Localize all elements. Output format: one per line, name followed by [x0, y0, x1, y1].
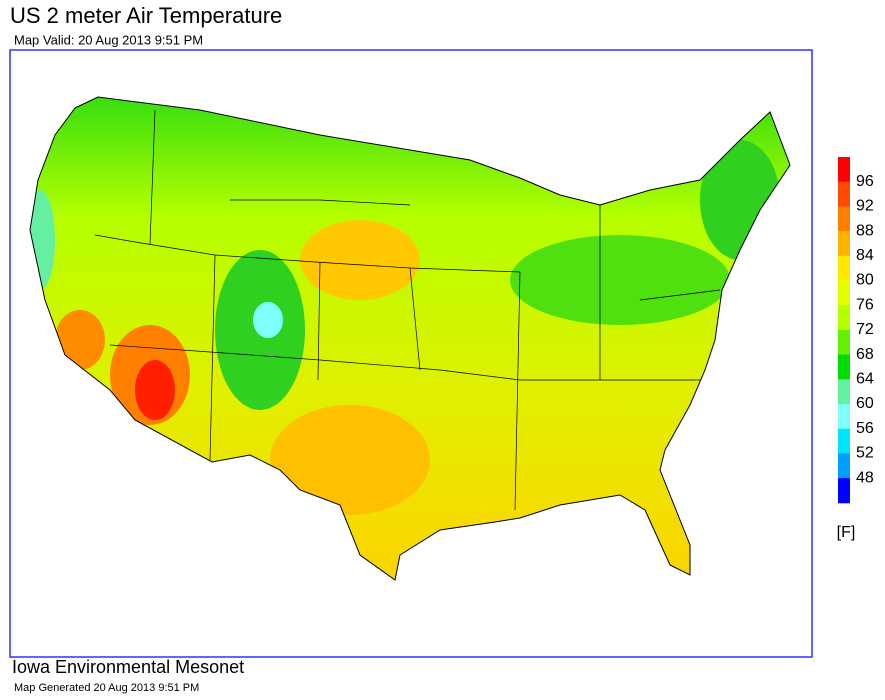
legend-label: 80 [856, 272, 874, 289]
legend-swatch [838, 305, 850, 331]
legend-label: 52 [856, 445, 874, 462]
state-borders [94, 109, 721, 511]
hot-area [55, 310, 105, 370]
legend-swatch [838, 428, 850, 454]
warm-area [300, 220, 420, 300]
legend-label: 68 [856, 346, 874, 363]
hot-area [135, 360, 175, 420]
legend-unit: [F] [837, 524, 856, 541]
legend-swatch [838, 157, 850, 183]
legend-swatch [838, 206, 850, 232]
legend-swatch [838, 255, 850, 281]
legend-label: 48 [856, 469, 874, 486]
legend-swatch [838, 404, 850, 430]
legend-label: 96 [856, 173, 874, 190]
legend-label: 72 [856, 321, 874, 338]
legend-swatch [838, 354, 850, 380]
subtitle: Map Valid: 20 Aug 2013 9:51 PM [14, 32, 203, 47]
legend-label: 88 [856, 222, 874, 239]
legend-label: 84 [856, 247, 874, 264]
us-outline [29, 96, 791, 581]
legend-label: 92 [856, 198, 874, 215]
legend-swatch [838, 478, 850, 504]
legend: 96 92 88 84 80 76 72 68 64 60 56 52 48 [838, 157, 874, 504]
footer-subtitle: Map Generated 20 Aug 2013 9:51 PM [14, 682, 199, 694]
cool-area [253, 302, 283, 338]
legend-label: 56 [856, 420, 874, 437]
cool-area [510, 235, 730, 325]
legend-swatch [838, 379, 850, 405]
legend-label: 64 [856, 371, 874, 388]
legend-swatch [838, 181, 850, 207]
legend-label: 76 [856, 296, 874, 313]
legend-swatch [838, 329, 850, 356]
legend-swatch [838, 280, 850, 306]
legend-swatch [838, 231, 850, 257]
title: US 2 meter Air Temperature [10, 3, 282, 28]
legend-swatch [838, 453, 850, 479]
warm-area [270, 405, 430, 515]
legend-label: 60 [856, 395, 874, 412]
footer-title: Iowa Environmental Mesonet [12, 657, 244, 677]
